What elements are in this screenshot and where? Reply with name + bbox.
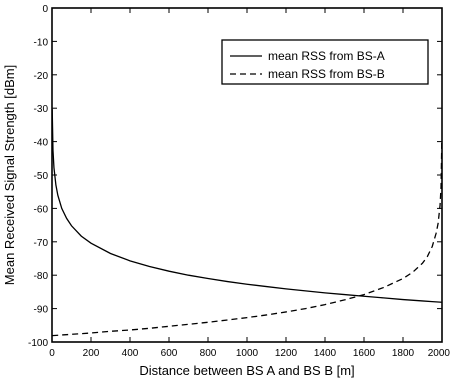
y-tick-label: -60 [34,204,49,215]
y-tick-label: -80 [34,271,49,282]
y-tick-label: -50 [34,171,49,182]
y-tick-label: -20 [34,71,49,82]
x-tick-label: 600 [161,348,178,359]
legend-label-bs-b: mean RSS from BS-B [268,67,385,81]
y-tick-label: -40 [34,138,49,149]
legend: mean RSS from BS-A mean RSS from BS-B [221,39,429,85]
x-tick-label: 1000 [236,348,259,359]
y-axis-ticks: 0 -10 -20 -30 -40 -50 -60 -70 -80 -90 -100 [28,4,442,349]
y-tick-label: 0 [42,4,48,15]
y-tick-label: -70 [34,238,49,249]
x-tick-label: 200 [83,348,100,359]
x-tick-label: 1600 [353,348,376,359]
x-tick-label: 1200 [275,348,298,359]
legend-label-bs-a: mean RSS from BS-A [268,49,385,63]
y-tick-label: -10 [34,37,49,48]
series-line-bs-a [51,109,442,303]
legend-box [221,39,429,85]
y-tick-label: -30 [34,104,49,115]
x-tick-label: 800 [200,348,217,359]
x-tick-label: 0 [49,348,55,359]
x-tick-label: 1800 [392,348,415,359]
x-tick-label: 2000 [428,348,451,359]
x-axis-label: Distance between BS A and BS B [m] [139,363,354,378]
plot-frame [51,7,443,343]
y-tick-label: -100 [28,338,48,349]
series-line-bs-b [52,141,443,337]
x-tick-label: 400 [122,348,139,359]
series-layer [51,109,443,337]
y-axis-label: Mean Received Signal Strength [dBm] [2,65,17,285]
x-tick-label: 1400 [314,348,337,359]
x-axis-ticks: 0 200 400 600 800 1000 1200 1400 1600 1800 2000 [49,8,450,359]
y-tick-label: -90 [34,305,49,316]
